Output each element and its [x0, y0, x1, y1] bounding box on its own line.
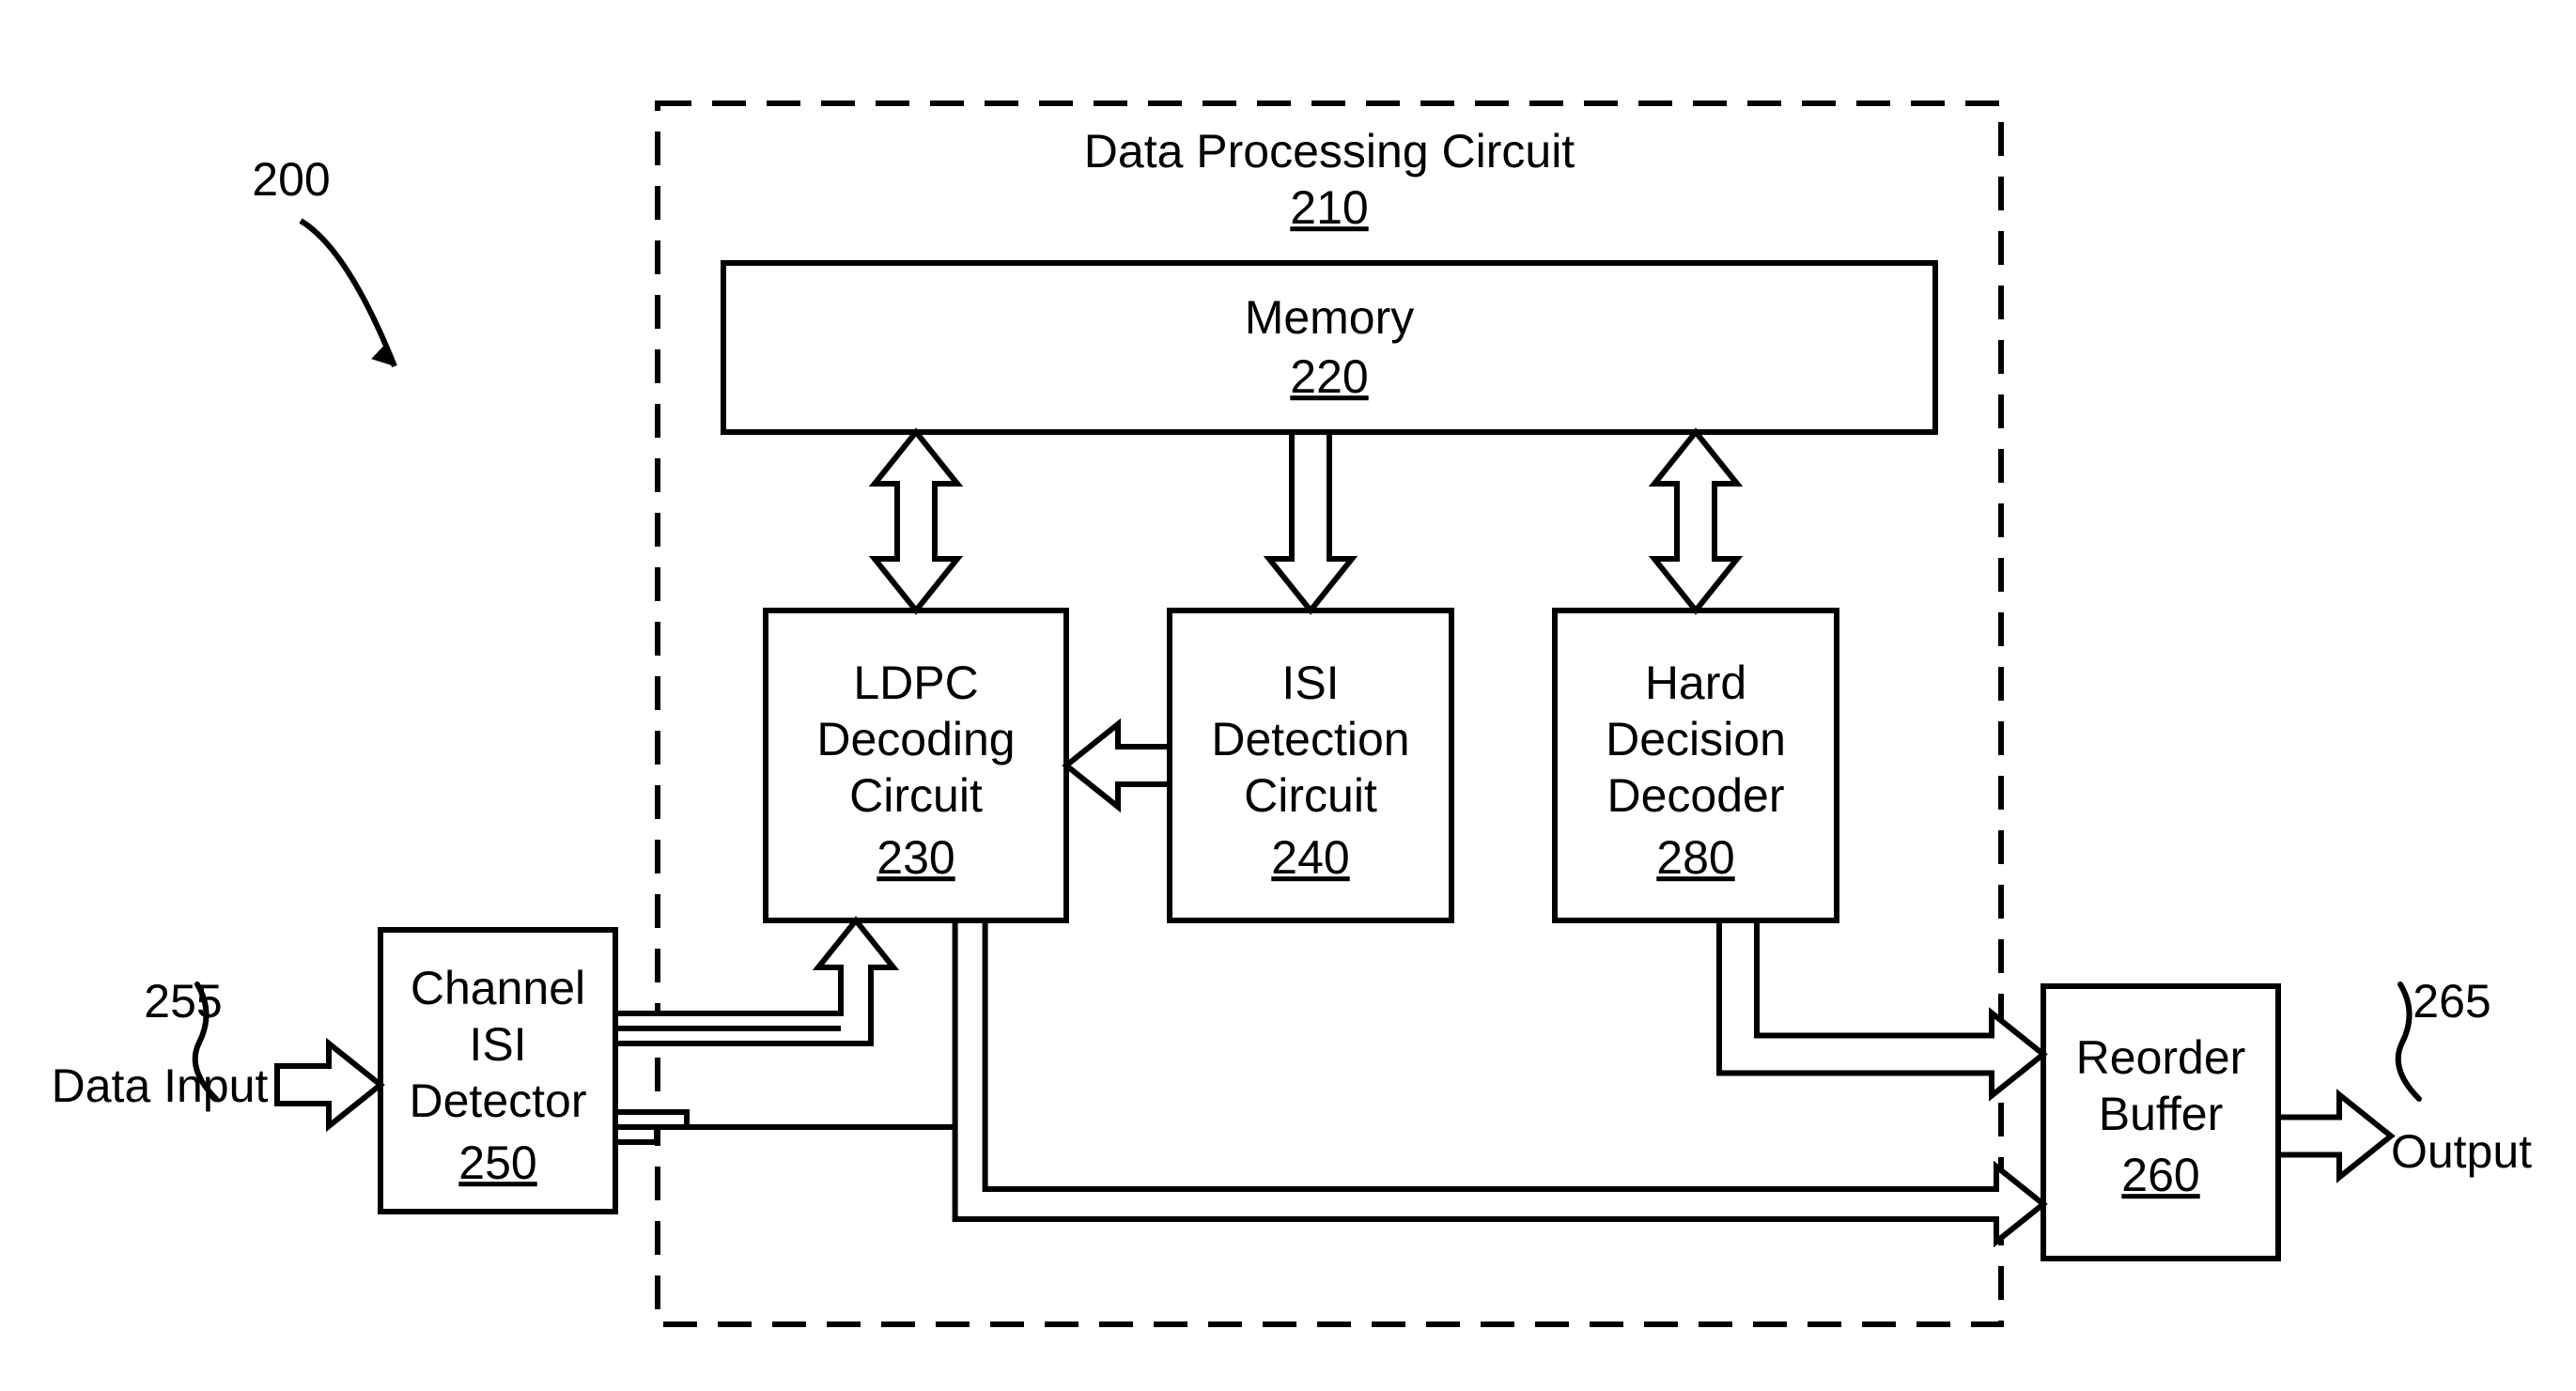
diagram-label: Reorder — [2076, 1031, 2246, 1084]
diagram-label: Decoder — [1607, 769, 1785, 822]
diagram-label: ISI — [1281, 657, 1339, 709]
connector-arrow — [277, 1043, 380, 1126]
connector-arrow — [301, 221, 395, 366]
diagram-label: Decoding — [816, 713, 1015, 765]
diagram-label: LDPC — [853, 657, 978, 709]
connector-arrow — [1269, 432, 1352, 610]
diagram-label: Memory — [1245, 291, 1415, 344]
diagram-label: 230 — [877, 831, 954, 884]
diagram-label: Output — [2391, 1125, 2532, 1178]
diagram-label: Circuit — [849, 769, 983, 822]
connector-arrow — [1654, 432, 1737, 610]
diagram-label: Circuit — [1244, 769, 1377, 822]
diagram-label: 220 — [1290, 350, 1368, 403]
connector-arrow — [1719, 920, 2043, 1096]
diagram-label: Decision — [1606, 713, 1786, 765]
diagram-label: 255 — [144, 975, 222, 1028]
diagram-label: ISI — [469, 1018, 526, 1071]
diagram-label: 210 — [1290, 181, 1368, 234]
diagram-label: Detector — [410, 1074, 587, 1127]
connector-arrow — [955, 920, 2043, 1242]
diagram-label: 265 — [2413, 975, 2491, 1028]
connector-arrow — [1066, 724, 1170, 807]
diagram-label: 240 — [1271, 831, 1349, 884]
diagram-label: 200 — [252, 153, 330, 206]
diagram-label: 280 — [1656, 831, 1734, 884]
diagram-label: Data Input — [52, 1059, 269, 1112]
diagram-label: Detection — [1211, 713, 1409, 765]
diagram-label: 250 — [458, 1136, 536, 1189]
diagram-label: Hard — [1645, 657, 1746, 709]
diagram-label: Channel — [411, 962, 585, 1014]
diagram-label: Buffer — [2099, 1088, 2224, 1140]
diagram-label: 260 — [2121, 1149, 2199, 1201]
connector-arrow — [875, 432, 957, 610]
connector-arrow — [2278, 1095, 2391, 1178]
diagram-label: Data Processing Circuit — [1084, 125, 1575, 178]
